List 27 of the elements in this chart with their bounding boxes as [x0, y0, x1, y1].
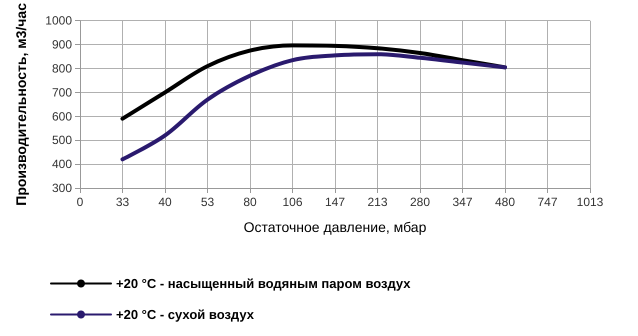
y-tick-label: 400	[52, 157, 72, 172]
x-tick-label: 106	[282, 195, 303, 209]
y-tick-label: 700	[52, 85, 72, 100]
x-tick-label: 347	[452, 195, 473, 209]
x-tick-label: 213	[367, 195, 388, 209]
y-tick-label: 300	[52, 181, 72, 195]
line-series	[120, 52, 507, 162]
x-tick-label: 33	[116, 195, 130, 209]
x-tick-label: 747	[537, 195, 558, 209]
legend-label: +20 °C - сухой воздух	[116, 307, 255, 322]
x-tick-label: 80	[243, 195, 257, 209]
x-axis-title: Остаточное давление, мбар	[244, 219, 427, 235]
legend-label: +20 °C - насыщенный водяным паром воздух	[116, 276, 412, 291]
y-tick-label: 600	[52, 109, 72, 124]
y-tick-label: 1000	[45, 14, 72, 28]
y-tick-label: 500	[52, 133, 72, 148]
x-tick-label: 40	[158, 195, 172, 209]
x-tick-label: 280	[410, 195, 430, 209]
x-tick-label: 0	[76, 195, 84, 209]
x-tick-label: 147	[324, 195, 346, 209]
line-series	[120, 43, 507, 121]
y-tick-label: 900	[52, 38, 72, 52]
y-tick-label: 800	[52, 62, 72, 76]
x-tick-label: 1013	[576, 195, 604, 209]
x-tick-label: 53	[200, 195, 214, 209]
y-axis-title: Производительность, м3/час	[13, 2, 29, 206]
x-tick-label: 480	[494, 195, 516, 209]
